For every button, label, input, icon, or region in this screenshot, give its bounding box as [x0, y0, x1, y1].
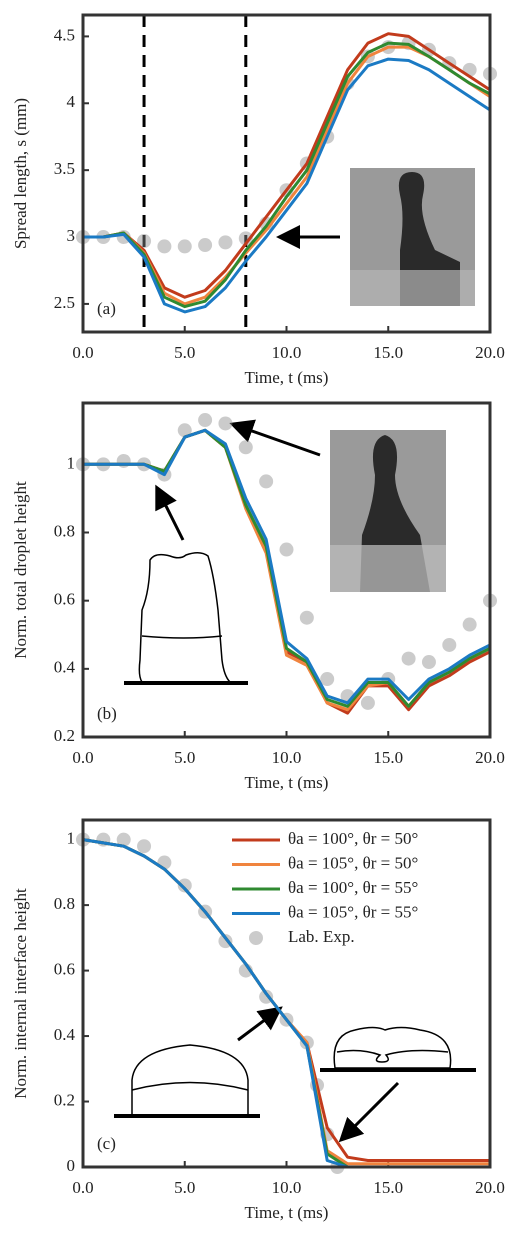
data-point	[198, 413, 213, 428]
data-point	[177, 878, 192, 893]
data-point	[299, 610, 314, 625]
data-point	[462, 617, 477, 632]
x-tick-label: 15.0	[373, 748, 403, 767]
axes-frame	[81, 401, 492, 739]
y-tick-label: 0.8	[54, 894, 75, 913]
panel: 0.0 5.0 10.0 15.0 20.0 2.5 3 3.5 4 4.5 (a) Time, t …	[11, 13, 505, 387]
data-point	[360, 695, 375, 710]
arrow	[237, 1006, 283, 1042]
x-tick-label: 5.0	[174, 343, 195, 362]
y-axis-label: Norm. total droplet height	[11, 481, 30, 659]
y-tick-label: 1	[67, 453, 76, 472]
data-point	[137, 839, 152, 854]
data-point	[116, 453, 131, 468]
y-tick-label: 0.8	[54, 521, 75, 540]
x-tick-label: 5.0	[174, 748, 195, 767]
series-line	[83, 428, 491, 705]
droplet-sketch	[124, 552, 248, 685]
x-tick-label: 0.0	[72, 748, 93, 767]
x-tick-label: 10.0	[272, 1178, 302, 1197]
axes-frame	[81, 818, 492, 1169]
inset-image	[350, 168, 475, 306]
y-tick-label: 0.6	[54, 590, 75, 609]
x-tick-label: 20.0	[475, 343, 505, 362]
data-point	[442, 637, 457, 652]
legend-swatch	[249, 931, 263, 945]
data-point	[198, 238, 213, 253]
inset-image	[330, 430, 446, 592]
data-point	[137, 234, 152, 249]
panel: 0.0 5.0 10.0 15.0 20.0 0 0.2 0.4 0.6 0.8 1 (c) Time,…	[11, 818, 505, 1222]
x-tick-label: 20.0	[475, 748, 505, 767]
series-line	[83, 32, 491, 299]
data-point	[177, 239, 192, 254]
data-point	[238, 440, 253, 455]
data-point	[218, 235, 233, 250]
arrow	[229, 419, 321, 457]
panel-label: (a)	[97, 299, 116, 318]
data-point	[238, 231, 253, 246]
data-point	[259, 474, 274, 489]
legend-label: θa = 100°, θr = 55°	[288, 878, 418, 897]
legend-label: θa = 105°, θr = 55°	[288, 902, 418, 921]
y-tick-label: 4.5	[54, 25, 75, 44]
x-tick-label: 0.0	[72, 1178, 93, 1197]
x-tick-label: 15.0	[373, 343, 403, 362]
series-line	[83, 57, 491, 314]
x-tick-label: 0.0	[72, 343, 93, 362]
data-point	[157, 239, 172, 254]
y-tick-label: 4	[67, 92, 76, 111]
y-tick-label: 0.4	[54, 1025, 76, 1044]
data-point	[218, 416, 233, 431]
y-axis-label: Norm. internal interface height	[11, 888, 30, 1099]
y-tick-label: 2.5	[54, 293, 75, 312]
data-point	[177, 423, 192, 438]
legend-label: θa = 100°, θr = 50°	[288, 829, 418, 848]
series-line	[83, 41, 491, 309]
series-line	[82, 838, 490, 1162]
y-tick-label: 3.5	[54, 159, 75, 178]
data-point	[320, 672, 335, 687]
y-axis-label: Spread length, s (mm)	[11, 98, 30, 249]
legend-label: Lab. Exp.	[288, 927, 355, 946]
data-point	[401, 651, 416, 666]
x-tick-label: 5.0	[174, 1178, 195, 1197]
panel-label: (c)	[97, 1134, 116, 1153]
y-tick-label: 0	[67, 1156, 76, 1175]
y-tick-label: 0.2	[54, 726, 75, 745]
y-tick-label: 3	[67, 226, 76, 245]
data-point	[421, 655, 436, 670]
y-tick-label: 0.4	[54, 658, 76, 677]
x-tick-label: 15.0	[373, 1178, 403, 1197]
arrow	[155, 484, 185, 541]
data-point	[279, 542, 294, 557]
arrow	[338, 1081, 400, 1143]
data-point	[116, 832, 131, 847]
y-tick-label: 0.2	[54, 1090, 75, 1109]
panel-label: (b)	[97, 704, 117, 723]
droplet-sketch	[114, 1026, 476, 1118]
x-axis-label: Time, t (ms)	[245, 368, 329, 387]
y-tick-label: 1	[67, 829, 76, 848]
y-tick-label: 0.6	[54, 959, 75, 978]
x-tick-label: 10.0	[272, 748, 302, 767]
legend-label: θa = 105°, θr = 50°	[288, 853, 418, 872]
x-tick-label: 10.0	[272, 343, 302, 362]
x-axis-label: Time, t (ms)	[245, 1203, 329, 1222]
panel: 0.0 5.0 10.0 15.0 20.0 0.2 0.4 0.6 0.8 1 (b) Time, …	[11, 401, 505, 792]
x-tick-label: 20.0	[475, 1178, 505, 1197]
x-axis-label: Time, t (ms)	[245, 773, 329, 792]
axes-frame	[81, 13, 492, 334]
